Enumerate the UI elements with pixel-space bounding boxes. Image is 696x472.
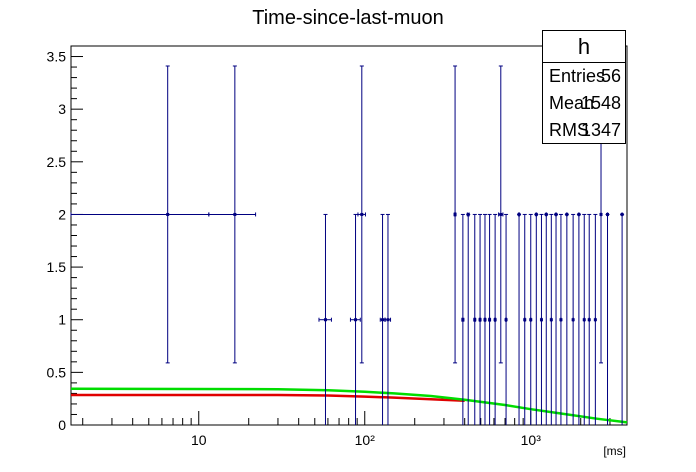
chart-title: Time-since-last-muon bbox=[252, 7, 444, 29]
point-marker bbox=[466, 212, 470, 216]
data-point bbox=[571, 213, 576, 425]
data-point bbox=[498, 65, 504, 364]
data-point bbox=[528, 213, 533, 425]
data-point bbox=[620, 212, 625, 425]
point-marker bbox=[529, 318, 533, 322]
point-marker bbox=[493, 318, 497, 322]
data-point bbox=[539, 213, 544, 425]
data-point bbox=[349, 213, 361, 425]
data-point bbox=[493, 213, 498, 425]
data-point bbox=[558, 213, 563, 425]
point-marker bbox=[166, 212, 170, 216]
point-marker bbox=[549, 318, 553, 322]
stats-value-entries: 56 bbox=[600, 66, 621, 86]
y-tick-label: 3.5 bbox=[47, 49, 67, 65]
y-tick-label: 1 bbox=[58, 312, 66, 328]
point-marker bbox=[544, 212, 548, 216]
stats-value-mean: 1548 bbox=[580, 93, 621, 113]
point-marker bbox=[606, 212, 610, 216]
x-tick-label: 10³ bbox=[521, 432, 542, 448]
point-marker bbox=[233, 212, 237, 216]
data-point bbox=[379, 213, 386, 425]
y-tick-label: 2.5 bbox=[47, 154, 67, 170]
point-marker bbox=[323, 318, 327, 322]
x-tick-label: 10² bbox=[355, 432, 376, 448]
point-marker bbox=[554, 212, 558, 216]
point-marker bbox=[587, 318, 591, 322]
data-point bbox=[472, 213, 477, 425]
data-point bbox=[517, 212, 522, 425]
data-point bbox=[564, 212, 569, 425]
data-point bbox=[208, 65, 257, 364]
data-point bbox=[318, 213, 332, 425]
data-point bbox=[70, 65, 210, 364]
data-point bbox=[522, 213, 527, 425]
point-marker bbox=[386, 318, 390, 322]
stats-box: h Entries 56 Mean 1548 RMS 1347 bbox=[542, 30, 626, 144]
stats-row-rms: RMS 1347 bbox=[543, 117, 625, 144]
data-point bbox=[544, 212, 549, 425]
data-point bbox=[487, 213, 492, 425]
stats-label-entries: Entries bbox=[549, 66, 606, 86]
data-point bbox=[554, 212, 559, 425]
point-marker bbox=[534, 212, 538, 216]
point-marker bbox=[599, 212, 603, 216]
data-point bbox=[587, 213, 592, 425]
point-marker bbox=[499, 212, 503, 216]
data-point bbox=[357, 65, 366, 364]
point-marker bbox=[593, 318, 597, 322]
stats-label-mean: Mean bbox=[549, 93, 595, 113]
data-point bbox=[482, 213, 487, 425]
fit-curve-green bbox=[70, 387, 628, 424]
point-marker bbox=[488, 318, 492, 322]
stats-row-mean: Mean 1548 bbox=[543, 90, 625, 117]
stats-row-entries: Entries 56 bbox=[543, 63, 625, 90]
stats-box-title: h bbox=[543, 31, 625, 63]
y-tick-label: 1.5 bbox=[47, 259, 67, 275]
point-marker bbox=[461, 318, 465, 322]
point-marker bbox=[620, 212, 624, 216]
data-point bbox=[549, 213, 554, 425]
point-marker bbox=[577, 212, 581, 216]
data-point bbox=[453, 65, 458, 364]
point-marker bbox=[571, 318, 575, 322]
point-marker bbox=[504, 318, 508, 322]
y-tick-label: 0.5 bbox=[47, 364, 67, 380]
point-marker bbox=[473, 318, 477, 322]
point-marker bbox=[517, 212, 521, 216]
stats-label-rms: RMS bbox=[549, 120, 589, 140]
point-marker bbox=[360, 212, 364, 216]
data-point bbox=[605, 212, 610, 425]
point-marker bbox=[565, 212, 569, 216]
data-point bbox=[593, 213, 598, 425]
x-axis-label: [ms] bbox=[603, 444, 626, 458]
y-tick-label: 0 bbox=[58, 417, 66, 433]
point-marker bbox=[453, 212, 457, 216]
data-point bbox=[582, 213, 587, 425]
fit-curve-red bbox=[71, 393, 465, 403]
data-point bbox=[478, 213, 483, 425]
point-marker bbox=[478, 318, 482, 322]
data-point bbox=[466, 212, 471, 425]
point-marker bbox=[582, 318, 586, 322]
x-tick-label: 10 bbox=[191, 432, 207, 448]
point-marker bbox=[539, 318, 543, 322]
data-point bbox=[576, 212, 581, 425]
point-marker bbox=[354, 318, 358, 322]
stats-value-rms: 1347 bbox=[580, 120, 621, 140]
point-marker bbox=[559, 318, 563, 322]
data-point bbox=[534, 212, 539, 425]
point-marker bbox=[381, 318, 385, 322]
point-marker bbox=[523, 318, 527, 322]
data-point bbox=[384, 213, 392, 425]
point-marker bbox=[483, 318, 487, 322]
data-point bbox=[460, 213, 465, 425]
data-point bbox=[504, 213, 509, 425]
y-tick-label: 3 bbox=[58, 101, 66, 117]
y-tick-label: 2 bbox=[58, 206, 66, 222]
